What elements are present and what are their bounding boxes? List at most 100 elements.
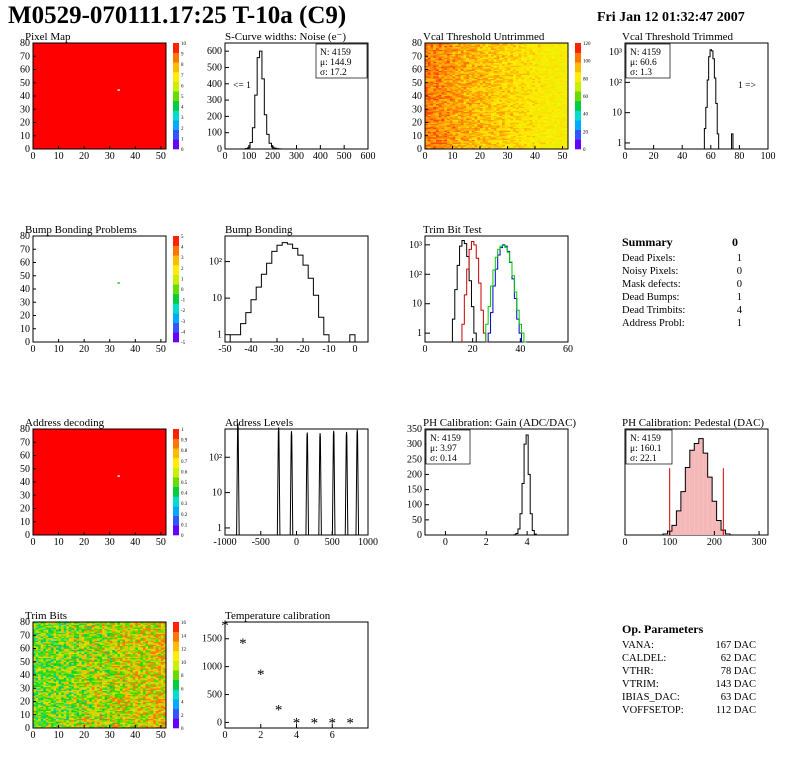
heatmap-cell bbox=[436, 65, 439, 68]
heatmap-cell bbox=[513, 109, 516, 111]
heatmap-cell bbox=[507, 103, 511, 106]
heatmap-cell bbox=[532, 138, 536, 140]
heatmap-cell bbox=[427, 52, 431, 54]
heatmap-cell bbox=[493, 64, 497, 66]
heatmap-cell bbox=[493, 145, 497, 147]
heatmap-cell bbox=[557, 88, 560, 90]
heatmap-cell bbox=[485, 117, 489, 119]
heatmap-cell bbox=[471, 147, 475, 150]
heatmap-cell bbox=[482, 90, 486, 93]
heatmap-cell bbox=[482, 121, 486, 123]
heatmap-cell bbox=[471, 105, 475, 107]
heatmap-cell bbox=[493, 114, 497, 117]
heatmap-cell bbox=[474, 107, 478, 110]
heatmap-cell bbox=[529, 68, 533, 70]
heatmap-cell bbox=[491, 98, 494, 101]
heatmap-cell bbox=[438, 125, 442, 127]
heatmap-cell bbox=[565, 127, 569, 130]
heatmap-cell bbox=[551, 60, 555, 62]
heatmap-cell bbox=[504, 119, 508, 122]
heatmap-cell bbox=[543, 138, 547, 140]
heatmap-cell bbox=[515, 94, 519, 97]
heatmap-cell bbox=[493, 103, 497, 106]
heatmap-cell bbox=[425, 64, 428, 66]
heatmap-cell bbox=[526, 62, 530, 65]
heatmap-cell bbox=[438, 80, 442, 82]
heatmap-cell bbox=[499, 101, 503, 103]
heatmap-cell bbox=[460, 49, 464, 52]
heatmap-cell bbox=[504, 81, 508, 83]
heatmap-cell bbox=[488, 97, 492, 99]
heatmap-cell bbox=[68, 721, 72, 723]
heatmap-cell bbox=[477, 141, 481, 143]
heatmap-cell bbox=[427, 92, 431, 94]
palette-cell bbox=[173, 486, 179, 497]
heatmap-cell bbox=[474, 97, 478, 99]
heatmap-cell bbox=[515, 68, 519, 70]
heatmap-cell bbox=[474, 111, 478, 114]
heatmap-cell bbox=[477, 86, 481, 89]
heatmap-cell bbox=[493, 46, 497, 49]
heatmap-cell bbox=[471, 62, 475, 65]
heatmap-cell bbox=[546, 45, 549, 48]
heatmap-cell bbox=[504, 99, 508, 102]
heatmap-cell bbox=[449, 64, 453, 66]
heatmap-cell bbox=[433, 121, 437, 123]
heatmap-cell bbox=[466, 68, 470, 70]
heatmap-cell bbox=[125, 721, 128, 723]
heatmap-cell bbox=[480, 143, 483, 146]
heatmap-cell bbox=[61, 725, 64, 727]
heatmap-cell bbox=[529, 122, 533, 125]
heatmap-cell bbox=[463, 114, 467, 117]
palette-cell bbox=[173, 284, 179, 295]
heatmap-cell bbox=[488, 126, 492, 128]
heatmap-cell bbox=[515, 84, 519, 86]
heatmap-cell bbox=[543, 72, 547, 74]
x-tick-label: 0 bbox=[31, 151, 36, 162]
heatmap-cell bbox=[430, 49, 434, 52]
heatmap-cell bbox=[469, 54, 472, 57]
heatmap-cell bbox=[482, 85, 486, 87]
heatmap-cell bbox=[455, 94, 459, 97]
heatmap-cell bbox=[513, 60, 516, 62]
heatmap-cell bbox=[559, 107, 563, 110]
heatmap-cell bbox=[155, 724, 159, 726]
heatmap-cell bbox=[518, 48, 522, 50]
heatmap-cell bbox=[94, 717, 98, 719]
heatmap-cell bbox=[466, 77, 470, 79]
heatmap-cell bbox=[436, 89, 439, 91]
heatmap-cell bbox=[430, 77, 434, 79]
heatmap-cell bbox=[543, 127, 547, 130]
heatmap-cell bbox=[526, 50, 530, 53]
heatmap-cell bbox=[502, 102, 505, 105]
heatmap-cell bbox=[430, 93, 434, 95]
heatmap-cell bbox=[441, 114, 445, 117]
heatmap-cell bbox=[502, 53, 505, 56]
heatmap-cell bbox=[559, 66, 563, 69]
heatmap-cell bbox=[474, 66, 478, 69]
heatmap-cell bbox=[524, 121, 527, 123]
heatmap-cell bbox=[513, 84, 516, 86]
x-tick-label: 20 bbox=[475, 151, 485, 162]
heatmap-fill bbox=[33, 429, 166, 535]
heatmap-cell bbox=[507, 65, 511, 68]
heatmap-cell bbox=[504, 68, 508, 70]
heatmap-cell bbox=[529, 74, 533, 77]
heatmap-cell bbox=[425, 77, 428, 79]
heatmap-cell bbox=[438, 146, 442, 148]
heatmap-cell bbox=[493, 99, 497, 102]
heatmap-cell bbox=[504, 65, 508, 68]
x-tick-label: 0 bbox=[31, 537, 36, 548]
heatmap-cell bbox=[125, 725, 128, 727]
heatmap-cell bbox=[504, 146, 508, 148]
heatmap-cell bbox=[474, 76, 478, 78]
heatmap-cell bbox=[447, 110, 450, 113]
heatmap-cell bbox=[436, 90, 439, 93]
heatmap-cell bbox=[455, 45, 459, 48]
heatmap-cell bbox=[482, 122, 486, 125]
heatmap-cell bbox=[491, 106, 494, 109]
heatmap-cell bbox=[477, 45, 481, 48]
heatmap-cell bbox=[109, 724, 113, 726]
heatmap-cell bbox=[524, 57, 527, 60]
